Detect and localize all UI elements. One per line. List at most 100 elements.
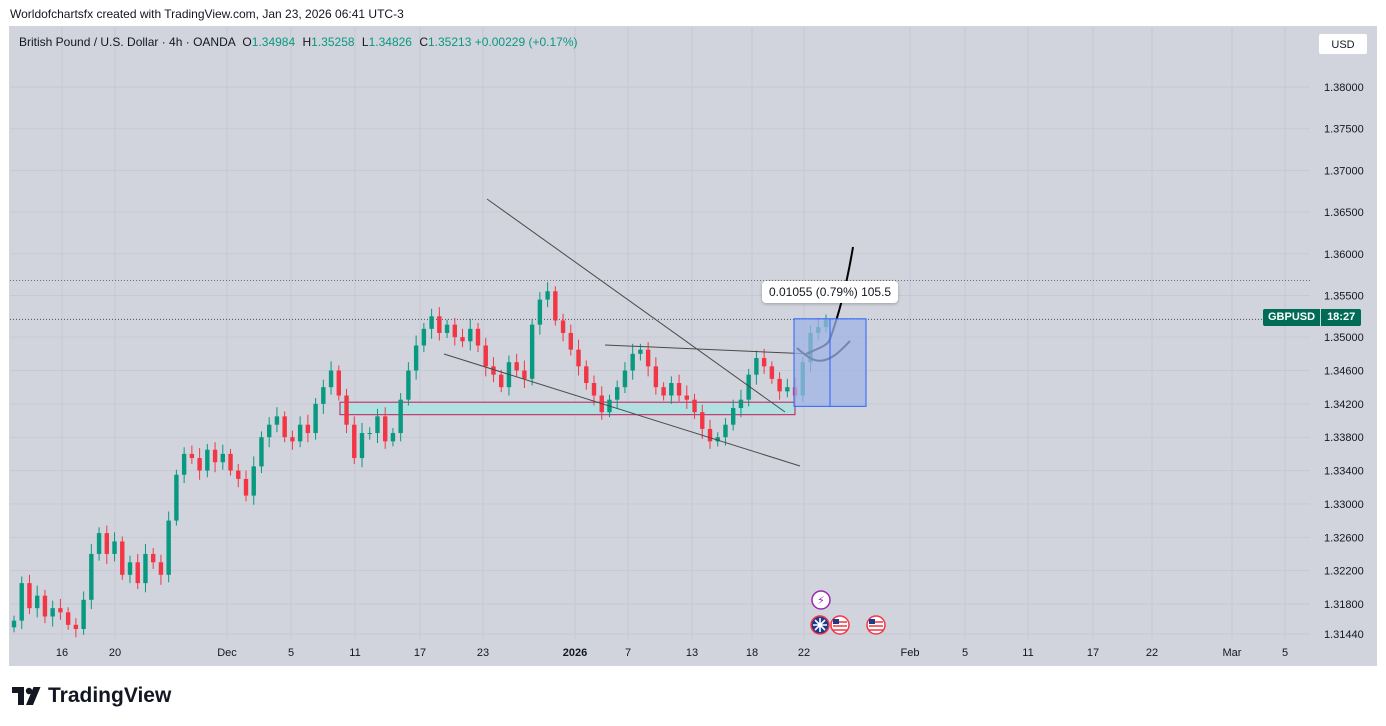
candle: [413, 335, 419, 380]
candle: [785, 378, 790, 398]
candle: [58, 598, 63, 620]
currency-button[interactable]: USD: [1318, 33, 1368, 55]
candle: [475, 322, 481, 353]
time-tick-label: 20: [109, 647, 121, 659]
close-label: C: [419, 35, 428, 49]
chart-credit: Worldofchartsfx created with TradingView…: [10, 7, 404, 21]
candle: [460, 328, 465, 348]
candle: [692, 393, 697, 419]
time-tick-label: 7: [625, 647, 631, 659]
candle: [197, 448, 202, 480]
candle: [437, 307, 442, 341]
candle: [522, 360, 527, 389]
candle: [96, 527, 102, 561]
candle: [135, 553, 140, 589]
demand-zone[interactable]: [339, 401, 796, 416]
symbol-legend[interactable]: British Pound / U.S. Dollar · 4h · OANDA…: [19, 35, 577, 49]
candle: [560, 313, 566, 342]
candle: [777, 372, 782, 400]
uk-flag-cross: [813, 618, 827, 632]
demand-zone-layer: [339, 401, 796, 416]
plot-area: [10, 27, 1310, 639]
candle: [321, 379, 326, 414]
time-tick-label: 17: [1087, 647, 1099, 659]
candle: [352, 416, 357, 464]
price-tick-label: 1.35000: [1324, 332, 1364, 344]
candle: [120, 536, 125, 580]
price-tick-label: 1.34200: [1324, 399, 1364, 411]
time-tick-label: 16: [56, 647, 68, 659]
candle: [676, 374, 682, 402]
price-tick-label: 1.31800: [1324, 599, 1364, 611]
candle: [421, 322, 427, 353]
open-value: 1.34984: [251, 35, 296, 49]
candle: [104, 525, 109, 564]
low-label: L: [361, 35, 369, 49]
candle: [274, 407, 280, 433]
price-scale-area[interactable]: [1310, 27, 1376, 639]
measure-tool[interactable]: [793, 318, 867, 407]
candle: [645, 342, 651, 377]
price-tick-label: 1.31440: [1324, 629, 1364, 641]
candle: [483, 337, 488, 377]
candle: [537, 292, 543, 335]
time-tick-label: 5: [288, 647, 294, 659]
time-tick-label: 11: [349, 647, 360, 659]
lightning-event-icon[interactable]: [811, 590, 831, 610]
candle: [267, 417, 272, 448]
price-tick-label: 1.37500: [1324, 124, 1364, 136]
tradingview-logo-icon: [12, 687, 41, 705]
candle: [468, 318, 473, 351]
candles-layer: [11, 282, 829, 638]
economic-events[interactable]: ⚡: [810, 590, 886, 635]
us-flag-event-icon[interactable]: [830, 615, 850, 635]
brand-name: TradingView: [48, 684, 172, 707]
time-axis-labels: 16 20 Dec 5 11 17 23 2026 7 13 18 22 Feb 5 11 17 22 Mar 5: [56, 647, 1288, 659]
us-flag-event-icon-2[interactable]: [866, 615, 886, 635]
neckline[interactable]: [604, 344, 813, 355]
candle: [236, 463, 241, 488]
price-tick-label: 1.32600: [1324, 532, 1364, 544]
us-flag-canton-2: [869, 619, 875, 624]
open-label: O: [242, 35, 252, 49]
candle: [344, 388, 349, 434]
candle: [305, 414, 311, 443]
candle: [715, 432, 720, 447]
candle: [143, 543, 148, 593]
candle: [568, 324, 573, 356]
price-tag-countdown: 18:27: [1321, 309, 1362, 326]
legend-title: British Pound / U.S. Dollar · 4h · OANDA: [19, 35, 236, 49]
low-value: 1.34826: [368, 35, 412, 49]
price-tick-label: 1.34600: [1324, 366, 1364, 378]
candle: [166, 511, 171, 583]
lightning-glyph: ⚡: [817, 594, 825, 607]
descending-trendline-upper[interactable]: [486, 198, 786, 413]
candle: [220, 444, 225, 470]
candle: [661, 382, 666, 401]
descending-trendline-lower[interactable]: [443, 353, 801, 467]
candle: [707, 419, 713, 449]
price-chart[interactable]: 1.38000 1.37500 1.37000 1.36500 1.36000 1.355…: [10, 27, 1376, 665]
time-tick-label: 17: [414, 647, 426, 659]
candle: [514, 353, 519, 377]
time-tick-label: 11: [1022, 647, 1033, 659]
candle: [375, 408, 380, 444]
us-flag-canton: [833, 619, 839, 624]
candle: [367, 427, 372, 440]
price-tick-label: 1.33400: [1324, 466, 1364, 478]
candle: [529, 318, 535, 386]
candle: [754, 350, 759, 385]
time-tick-label: Feb: [901, 647, 920, 659]
high-value: 1.35258: [311, 35, 355, 49]
tradingview-logo[interactable]: TradingView: [12, 684, 171, 708]
price-tick-label: 1.36000: [1324, 249, 1364, 261]
candle: [653, 357, 659, 395]
candle: [189, 445, 195, 464]
measure-label: 0.01055 (0.79%) 105.5: [762, 281, 899, 303]
candle: [42, 589, 48, 624]
time-scale-area[interactable]: [10, 639, 1376, 665]
time-tick-label: 5: [962, 647, 968, 659]
price-tick-label: 1.35500: [1324, 290, 1364, 302]
candle: [576, 339, 581, 376]
reference-lines: [10, 279, 1310, 320]
